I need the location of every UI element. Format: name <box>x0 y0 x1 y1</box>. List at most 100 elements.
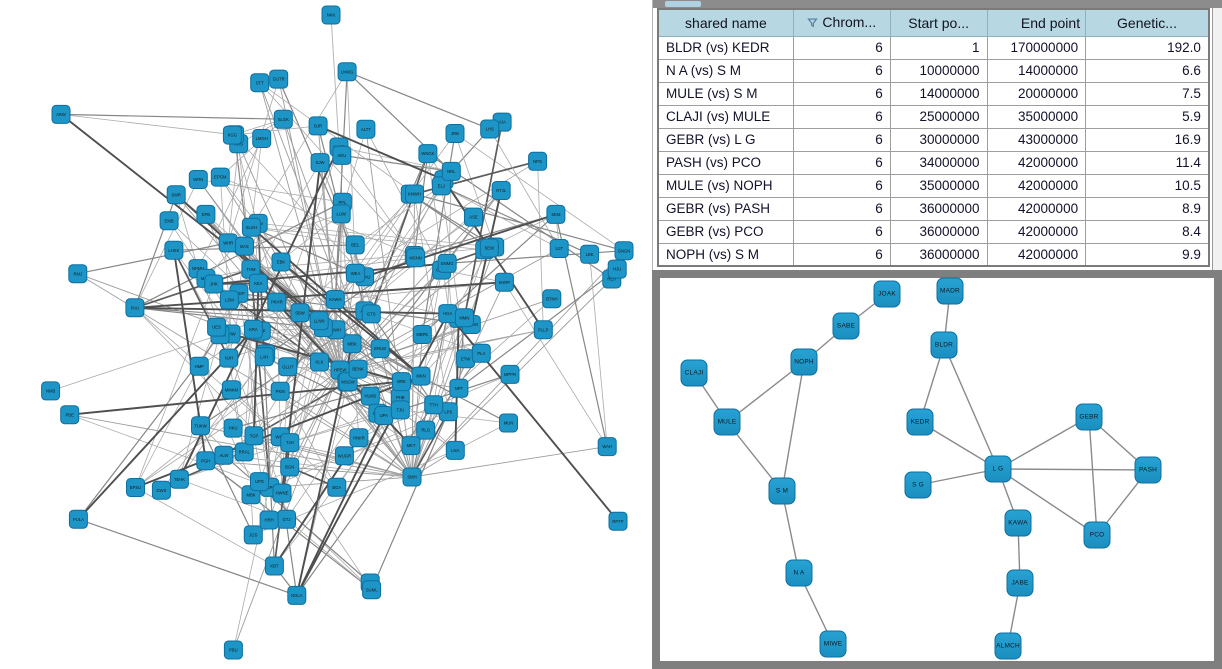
network-node[interactable]: KGG <box>222 125 242 145</box>
network-node[interactable]: RPTP <box>608 511 628 531</box>
network-node[interactable]: NJH <box>219 348 239 368</box>
network-node[interactable]: KHRP <box>494 272 514 292</box>
network-node[interactable]: SMH <box>402 467 422 487</box>
scrollbar-thumb[interactable] <box>665 1 701 7</box>
network-node[interactable]: BENK <box>348 359 368 379</box>
network-node[interactable]: HRH <box>259 510 279 530</box>
network-node[interactable]: UPA <box>374 406 394 425</box>
network-node[interactable]: PLA <box>471 343 491 363</box>
network-node[interactable]: PKHR <box>267 292 287 312</box>
network-node[interactable]: NPT <box>449 378 469 398</box>
network-node[interactable]: GTS <box>361 304 381 324</box>
network-node[interactable]: WNGK <box>418 144 438 164</box>
table-row[interactable]: PASH (vs) PCO 6 34000000 42000000 11.4 <box>657 150 1210 175</box>
network-node[interactable]: AEU <box>332 145 352 165</box>
network-node-claji[interactable]: CLAJI <box>680 359 708 387</box>
network-node[interactable]: KBT <box>264 556 284 576</box>
network-node-sabe[interactable]: SABE <box>832 312 860 340</box>
network-node[interactable]: GLUT <box>278 357 298 377</box>
network-node-miwe[interactable]: MIWE <box>819 630 847 658</box>
network-node[interactable]: STT <box>250 73 270 93</box>
large-network-canvas[interactable]: HPEWSMHHKPTNKKEMBSEMBELUMUSNGLAWGJAKSMBK… <box>0 0 652 669</box>
network-node[interactable]: GNGN <box>614 241 634 261</box>
network-node[interactable]: BTNH <box>542 289 562 309</box>
network-node[interactable]: BPSU <box>126 478 145 497</box>
network-node[interactable]: WHR <box>218 233 238 253</box>
network-node-kawa[interactable]: KAWA <box>1004 509 1032 537</box>
table-row[interactable]: CLAJI (vs) MULE 6 25000000 35000000 5.9 <box>657 104 1210 129</box>
network-node[interactable]: WAH <box>597 437 617 457</box>
network-node[interactable]: RTJL <box>491 181 511 200</box>
column-header-endpoint[interactable]: End point <box>986 8 1087 37</box>
column-header-chrom[interactable]: Chrom... <box>792 8 891 37</box>
network-node[interactable]: BRE <box>392 372 411 392</box>
network-node[interactable]: GUTR <box>269 69 289 89</box>
network-node[interactable]: TJU <box>390 400 410 420</box>
network-node[interactable]: BJR <box>308 116 328 136</box>
network-node[interactable]: BEL <box>345 235 365 255</box>
table-row[interactable]: MULE (vs) NOPH 6 35000000 42000000 10.5 <box>657 173 1210 198</box>
network-node[interactable]: SJW <box>310 153 330 173</box>
network-node[interactable]: EMB <box>159 211 179 231</box>
network-node[interactable]: NPG <box>528 151 548 171</box>
network-node[interactable]: LHS <box>480 119 500 139</box>
network-node-almch[interactable]: ALMCH <box>994 632 1022 660</box>
network-node[interactable]: MBPE <box>412 325 432 344</box>
network-node[interactable]: BGA <box>327 477 347 497</box>
network-node[interactable]: MSNN <box>406 248 426 268</box>
network-node[interactable]: UJT <box>549 239 569 258</box>
network-node[interactable]: MMKM <box>221 380 241 400</box>
network-node[interactable]: KNWH <box>405 184 424 204</box>
network-node[interactable]: RMJ <box>68 264 88 284</box>
network-node[interactable]: BGN <box>280 457 300 477</box>
network-node[interactable]: LUW <box>331 204 351 224</box>
network-node[interactable]: ARW <box>51 104 71 124</box>
network-node-pash[interactable]: PASH <box>1134 456 1162 484</box>
network-node[interactable]: KRA <box>243 319 263 339</box>
network-node-kedr[interactable]: KEDR <box>906 408 934 436</box>
network-node[interactable]: HWNE <box>272 483 292 503</box>
network-node[interactable]: SBW <box>290 303 310 323</box>
network-node[interactable]: WRN <box>188 170 208 189</box>
network-node[interactable]: PAU <box>125 298 145 318</box>
network-edge[interactable] <box>781 361 805 492</box>
network-node[interactable]: LAH <box>254 347 274 367</box>
network-node[interactable]: JRB <box>445 124 465 143</box>
network-node[interactable]: EPB <box>196 204 216 224</box>
network-node[interactable]: UES <box>207 317 227 337</box>
network-node[interactable]: EBK <box>271 252 291 272</box>
network-node[interactable]: SEM <box>546 204 566 224</box>
network-node[interactable]: TGP <box>244 426 264 446</box>
network-node[interactable]: EPGM <box>210 167 230 187</box>
network-node-jabe[interactable]: JABE <box>1006 569 1034 597</box>
network-node[interactable]: ERLW <box>370 339 390 359</box>
network-node[interactable]: PULA <box>68 509 88 529</box>
network-node[interactable]: THM <box>241 259 261 279</box>
network-node[interactable]: SUML <box>362 580 382 600</box>
network-node[interactable]: TUKW <box>191 416 210 436</box>
network-node[interactable]: PGH <box>196 451 216 471</box>
network-node[interactable]: HMP <box>189 356 209 376</box>
network-node[interactable]: PBE <box>60 405 80 425</box>
network-node[interactable]: BAS <box>235 236 254 256</box>
network-node[interactable]: UPG <box>250 472 269 492</box>
network-node[interactable]: SEW <box>479 238 499 258</box>
network-node[interactable]: LHSK <box>164 240 184 260</box>
network-node[interactable]: KEA <box>248 273 268 293</box>
network-node-gebr[interactable]: GEBR <box>1075 403 1103 431</box>
network-node-madr[interactable]: MADR <box>936 277 964 305</box>
network-node[interactable]: LNA <box>445 440 465 460</box>
network-node[interactable]: JHK <box>204 274 224 294</box>
network-node[interactable]: KLK <box>310 352 329 372</box>
network-node-s-g[interactable]: S G <box>904 471 932 499</box>
column-header-startpo[interactable]: Start po... <box>889 8 988 37</box>
network-node[interactable]: TJH <box>280 433 300 453</box>
network-node[interactable]: RLG <box>416 420 436 440</box>
network-edge[interactable] <box>997 416 1090 470</box>
network-node[interactable]: SLGK <box>273 109 293 129</box>
network-node-l-g[interactable]: L G <box>984 455 1012 483</box>
network-node[interactable]: HNKR <box>349 428 369 448</box>
network-node[interactable]: NMB <box>41 381 61 401</box>
network-node[interactable]: MKN <box>411 366 431 386</box>
network-node-mule[interactable]: MULE <box>713 408 741 436</box>
